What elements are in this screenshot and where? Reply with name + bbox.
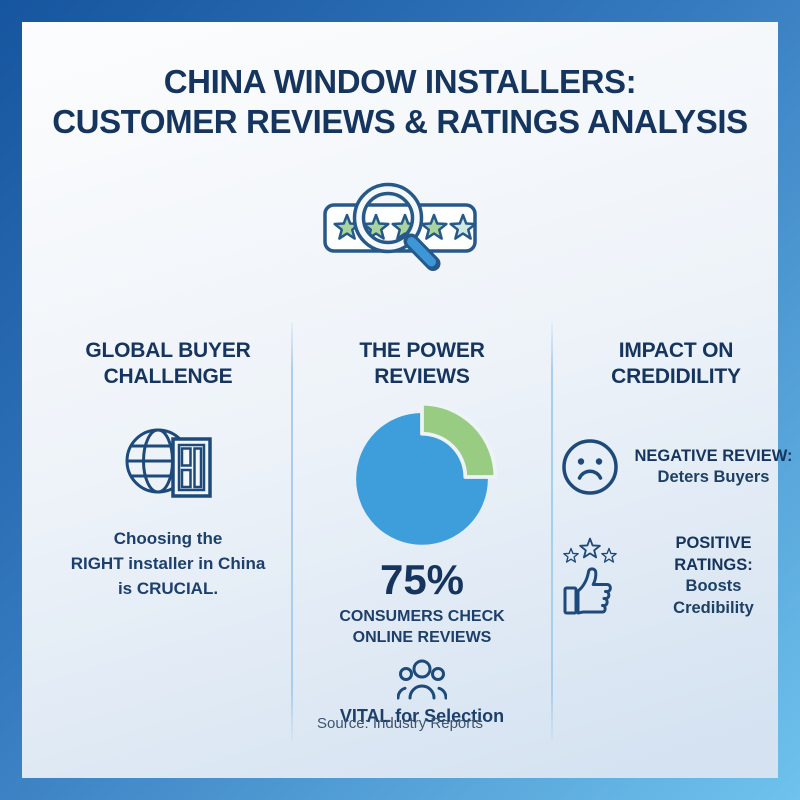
star-icon — [578, 537, 601, 559]
section-impact-on-credibility: IMPACT ON CREDIDILITY NEGATIVE REVIEW: D… — [552, 322, 800, 619]
left-heading-line-2: CHALLENGE — [103, 364, 233, 388]
left-section-heading: GLOBAL BUYER CHALLENGE — [44, 338, 292, 389]
left-heading-line-1: GLOBAL BUYER — [85, 339, 251, 362]
left-body-line-2: RIGHT installer in China — [70, 553, 266, 573]
magnifier-icon — [352, 182, 441, 271]
pie-slice-green — [420, 401, 498, 480]
thumbs-up-stars-icon — [562, 537, 617, 615]
sad-face-icon — [561, 439, 618, 495]
pie-chart — [356, 401, 498, 545]
left-body-line-3: is CRUCIAL. — [117, 578, 219, 598]
negative-review-item: NEGATIVE REVIEW: Deters Buyers — [552, 437, 800, 497]
pie-chart-wrap — [292, 397, 552, 557]
center-heading-line-1: THE POWER — [359, 339, 485, 362]
stat-label-line-1: CONSUMERS CHECK — [339, 608, 505, 626]
five-star-rating-magnifier-icon — [323, 182, 477, 271]
right-heading-line-1: IMPACT ON — [618, 339, 734, 362]
negative-review-line-1: Deters Buyers — [657, 468, 770, 487]
stat-label: CONSUMERS CHECK ONLINE REVIEWS — [292, 606, 552, 648]
positive-ratings-line-2: Credibility — [673, 598, 754, 617]
negative-review-title: NEGATIVE REVIEW: — [634, 446, 793, 465]
star-rating-search-illustration — [312, 181, 488, 277]
people-group-icon — [397, 659, 447, 700]
globe-window-icon — [125, 428, 212, 498]
source-note: Source: Industry Reports — [317, 715, 483, 732]
globe-window-illustration — [44, 419, 292, 503]
stat-label-line-2: ONLINE REVIEWS — [352, 629, 492, 647]
positive-ratings-text: POSITIVE RATINGS: Boosts Credibility — [635, 533, 793, 619]
center-section-heading: THE POWER REVIEWS — [292, 338, 552, 389]
stat-value: 75% — [379, 556, 465, 604]
page-title-line-2: CUSTOMER REVIEWS & RATINGS ANALYSIS — [52, 102, 748, 140]
left-body-line-1: Choosing the — [113, 529, 223, 549]
positive-ratings-title: POSITIVE RATINGS: — [674, 534, 753, 574]
page-title: CHINA WINDOW INSTALLERS: CUSTOMER REVIEW… — [22, 62, 778, 141]
negative-review-text: NEGATIVE REVIEW: Deters Buyers — [635, 446, 793, 489]
people-illustration — [292, 658, 552, 702]
right-heading-line-2: CREDIDILITY — [611, 364, 741, 388]
right-section-heading: IMPACT ON CREDIDILITY — [552, 338, 800, 389]
section-global-buyer-challenge: GLOBAL BUYER CHALLENGE — [44, 322, 292, 601]
left-section-body: Choosing the RIGHT installer in China is… — [44, 527, 292, 601]
star-icon — [600, 547, 617, 563]
center-heading-line-2: REVIEWS — [374, 364, 470, 388]
infographic-panel: CHINA WINDOW INSTALLERS: CUSTOMER REVIEW… — [22, 22, 793, 778]
column-divider-left — [291, 322, 293, 740]
section-power-of-reviews: THE POWER REVIEWS 75% CONSUMERS CHECK ON… — [292, 322, 552, 727]
positive-ratings-item: POSITIVE RATINGS: Boosts Credibility — [552, 533, 800, 619]
positive-ratings-line-1: Boosts — [685, 577, 742, 596]
star-icon — [562, 547, 579, 563]
page-title-line-1: CHINA WINDOW INSTALLERS: — [163, 63, 637, 100]
center-footnote: VITAL for Selection — [339, 706, 505, 727]
column-divider-right — [551, 322, 553, 740]
